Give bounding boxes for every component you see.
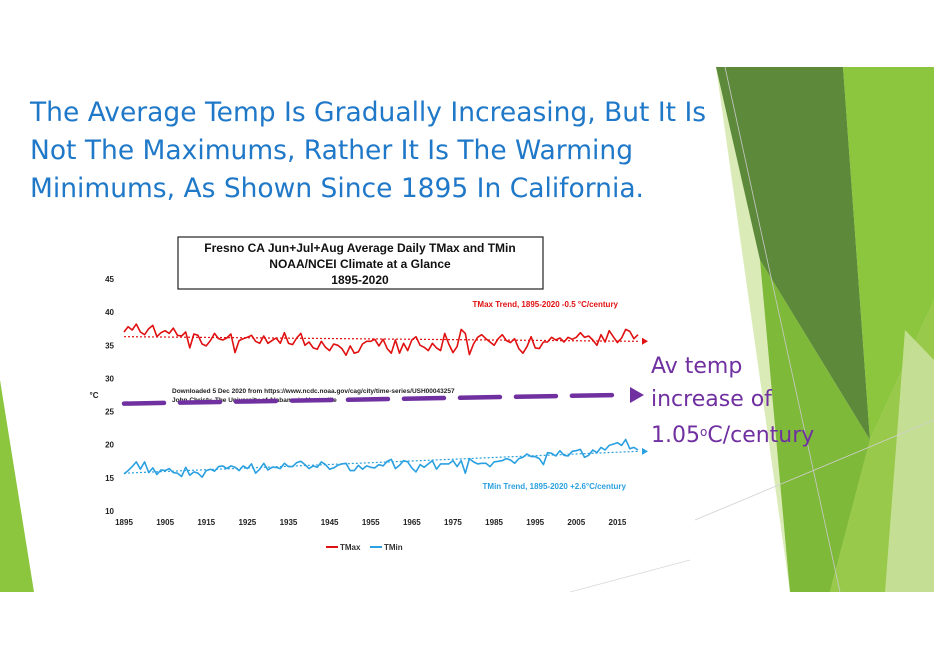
x-tick-label: 1955 bbox=[362, 518, 380, 527]
trend-line-tmax bbox=[123, 336, 639, 342]
headline-line: The Average Temp Is Gradually Increasing… bbox=[30, 97, 707, 128]
deco-band-olive bbox=[716, 67, 870, 440]
series-line-tmax bbox=[123, 323, 639, 356]
headline-line: Not The Maximums, Rather It Is The Warmi… bbox=[30, 135, 634, 166]
callout-degree: o bbox=[699, 425, 708, 439]
x-tick-label: 1995 bbox=[526, 518, 544, 527]
x-tick-label: 1935 bbox=[280, 518, 298, 527]
chart-title-line: 1895-2020 bbox=[331, 273, 389, 287]
callout-line: 1.05oC/century bbox=[651, 416, 851, 452]
callout-line: increase of bbox=[651, 387, 772, 412]
chart-title-box bbox=[177, 236, 544, 290]
legend-label-tmin: TMin bbox=[384, 543, 403, 552]
deco-thin-line-1 bbox=[724, 66, 841, 593]
x-tick-label: 1925 bbox=[238, 518, 256, 527]
y-tick-label: 10 bbox=[105, 507, 114, 516]
average-dashed-line bbox=[121, 392, 621, 406]
chart-title-line: Fresno CA Jun+Jul+Aug Average Daily TMax… bbox=[204, 241, 515, 255]
chart-canvas: Fresno CA Jun+Jul+Aug Average Daily TMax… bbox=[90, 236, 648, 552]
y-tick-label: 35 bbox=[105, 341, 114, 350]
trend-arrow-tmax bbox=[642, 337, 648, 345]
chart-title-line: NOAA/NCEI Climate at a Glance bbox=[269, 257, 451, 271]
y-axis-label: °C bbox=[90, 391, 99, 400]
download-note-line1: Downloaded 5 Dec 2020 from https://www.n… bbox=[172, 388, 455, 395]
callout-value: 1.05 bbox=[651, 423, 700, 448]
x-tick-label: 1915 bbox=[197, 518, 215, 527]
x-tick-label: 1975 bbox=[444, 518, 462, 527]
y-tick-label: 30 bbox=[105, 374, 114, 383]
y-tick-label: 15 bbox=[105, 474, 114, 483]
x-tick-label: 1985 bbox=[485, 518, 503, 527]
tmin-trend-annotation: TMin Trend, 1895-2020 +2.6°C/century bbox=[483, 482, 627, 491]
x-tick-label: 1895 bbox=[115, 518, 133, 527]
callout-line: Av temp bbox=[651, 354, 743, 379]
x-tick-label: 2005 bbox=[567, 518, 585, 527]
callout-unit: C/century bbox=[707, 423, 815, 448]
trend-arrow-tmin bbox=[642, 447, 648, 455]
slide-headline: The Average Temp Is Gradually Increasing… bbox=[30, 94, 750, 208]
average-arrowhead bbox=[630, 387, 644, 403]
temperature-chart: Fresno CA Jun+Jul+Aug Average Daily TMax… bbox=[86, 232, 648, 562]
trend-line-tmin bbox=[123, 450, 639, 474]
x-tick-label: 1905 bbox=[156, 518, 174, 527]
deco-band-pale bbox=[885, 330, 934, 592]
deco-thin-line-3 bbox=[569, 559, 691, 593]
y-tick-label: 20 bbox=[105, 441, 114, 450]
x-tick-label: 2015 bbox=[609, 518, 627, 527]
headline-line: Minimums, As Shown Since 1895 In Califor… bbox=[30, 173, 644, 204]
legend-label-tmax: TMax bbox=[340, 543, 361, 552]
y-tick-label: 40 bbox=[105, 308, 114, 317]
y-tick-label: 45 bbox=[105, 275, 114, 284]
series-line-tmin bbox=[123, 438, 639, 478]
deco-band-mid bbox=[760, 260, 870, 592]
x-tick-label: 1945 bbox=[321, 518, 339, 527]
x-tick-label: 1965 bbox=[403, 518, 421, 527]
y-tick-label: 25 bbox=[105, 408, 114, 417]
deco-thin-line-2 bbox=[694, 419, 934, 521]
avg-temp-callout: Av temp increase of 1.05oC/century bbox=[651, 350, 851, 452]
deco-left-sliver bbox=[0, 380, 34, 592]
tmax-trend-annotation: TMax Trend, 1895-2020 -0.5 °C/century bbox=[473, 300, 619, 309]
